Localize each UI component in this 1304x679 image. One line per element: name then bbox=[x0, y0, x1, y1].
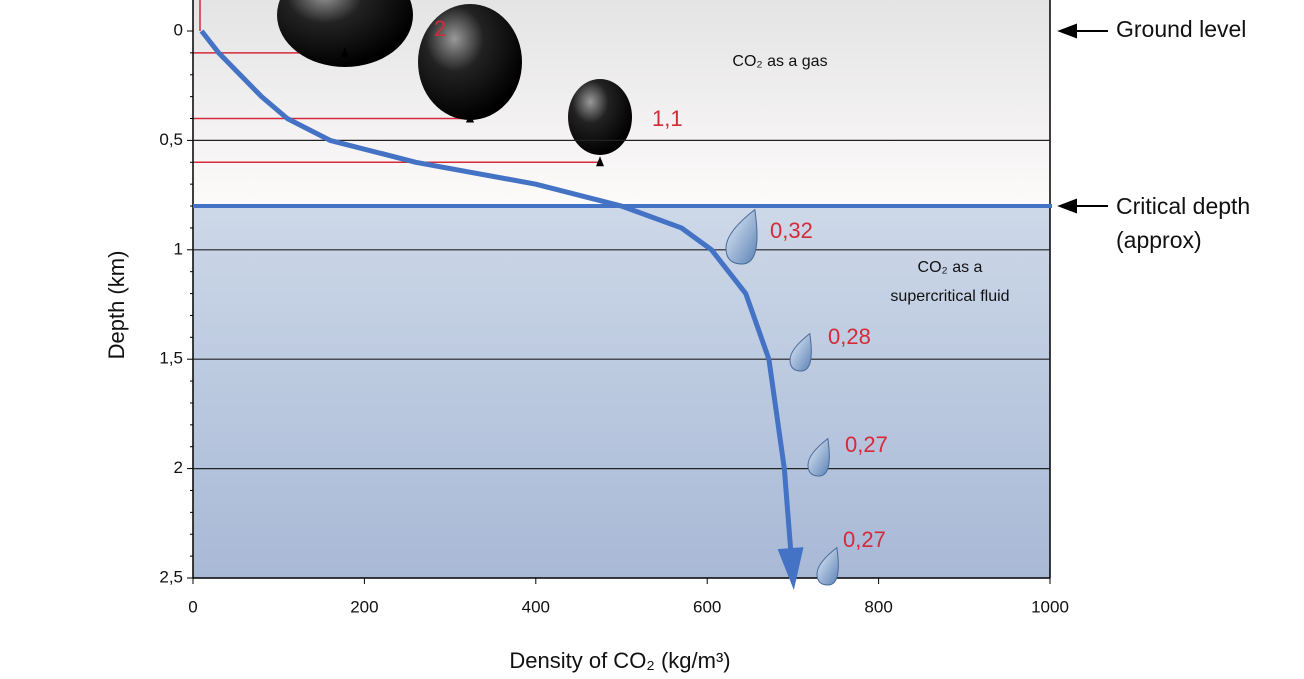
x-tick-label: 200 bbox=[350, 597, 378, 616]
chart: CO₂ as a gas CO₂ as a supercritical flui… bbox=[0, 0, 1304, 679]
x-tick-label: 1000 bbox=[1031, 597, 1069, 616]
y-tick-label: 2 bbox=[174, 458, 183, 477]
droplet-label: 0,32 bbox=[770, 218, 813, 243]
droplet-label: 0,27 bbox=[845, 432, 888, 457]
balloon-label: 2 bbox=[434, 16, 446, 41]
x-tick-label: 800 bbox=[864, 597, 892, 616]
y-tick-label: 0,5 bbox=[159, 130, 183, 149]
x-tick-label: 0 bbox=[188, 597, 197, 616]
side-label: Critical depth bbox=[1116, 193, 1250, 219]
droplet-label: 0,27 bbox=[843, 527, 886, 552]
y-tick-label: 0 bbox=[174, 20, 183, 39]
y-tick-label: 1 bbox=[174, 239, 183, 258]
x-tick-label: 600 bbox=[693, 597, 721, 616]
side-arrows bbox=[1060, 25, 1108, 212]
side-label: (approx) bbox=[1116, 227, 1202, 253]
y-tick-label: 2,5 bbox=[159, 567, 183, 586]
y-tick-label: 1,5 bbox=[159, 349, 183, 368]
droplet-label: 0,28 bbox=[828, 324, 871, 349]
region-label: supercritical fluid bbox=[890, 288, 1009, 305]
x-axis-label: Density of CO₂ (kg/m³) bbox=[509, 648, 730, 673]
side-label: Ground level bbox=[1116, 16, 1246, 42]
balloon bbox=[568, 79, 632, 155]
balloon-label: 1,1 bbox=[652, 106, 683, 131]
region-label: CO₂ as a gas bbox=[732, 53, 827, 70]
y-axis-label: Depth (km) bbox=[104, 251, 129, 360]
region-label: CO₂ as a bbox=[918, 259, 983, 276]
x-tick-label: 400 bbox=[522, 597, 550, 616]
